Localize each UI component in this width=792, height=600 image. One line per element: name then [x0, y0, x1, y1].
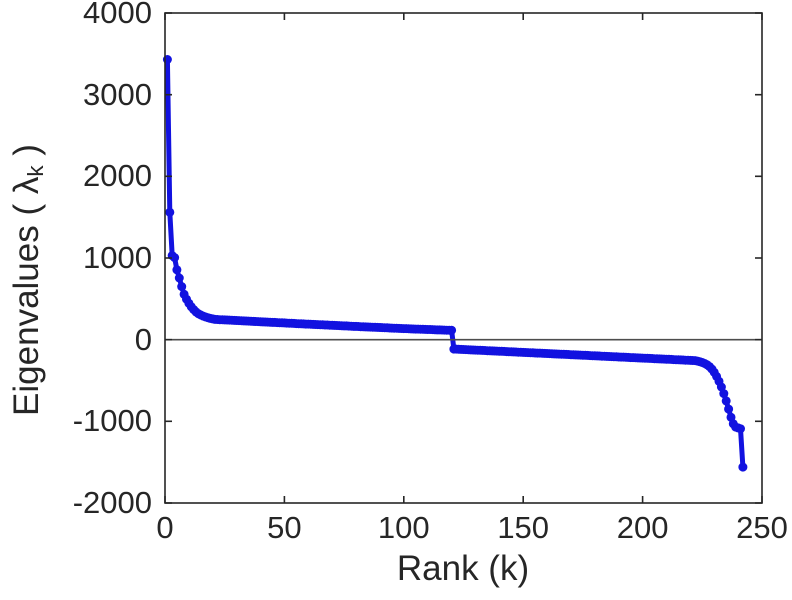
y-tick-label: 0 — [134, 321, 152, 357]
axis-ticks — [164, 12, 763, 504]
x-tick-label: 250 — [736, 510, 788, 545]
lambda-subscript: k — [22, 165, 48, 177]
y-tick-label: -1000 — [72, 403, 152, 439]
plot-box — [164, 12, 763, 504]
x-tick-label: 150 — [497, 510, 550, 545]
y-tick-label: 2000 — [83, 158, 152, 194]
y-tick-label: 1000 — [83, 240, 152, 275]
y-tick-label: 4000 — [83, 0, 152, 30]
data-point-markers — [162, 55, 748, 472]
x-axis-label: Rank (k) — [396, 549, 530, 588]
y-axis-label-suffix: ) — [7, 144, 46, 166]
y-axis-label: Eigenvalues ( λk ) — [7, 144, 48, 416]
x-tick-label: 0 — [156, 510, 174, 545]
x-tick-label: 50 — [267, 510, 302, 545]
y-tick-label: -2000 — [72, 485, 152, 520]
x-tick-label: 100 — [377, 510, 430, 545]
y-tick-label: 3000 — [83, 76, 152, 112]
eigenvalue-curve — [164, 57, 746, 470]
x-tick-label: 200 — [616, 510, 669, 545]
y-axis-label-text: Eigenvalues ( λ — [7, 176, 46, 416]
